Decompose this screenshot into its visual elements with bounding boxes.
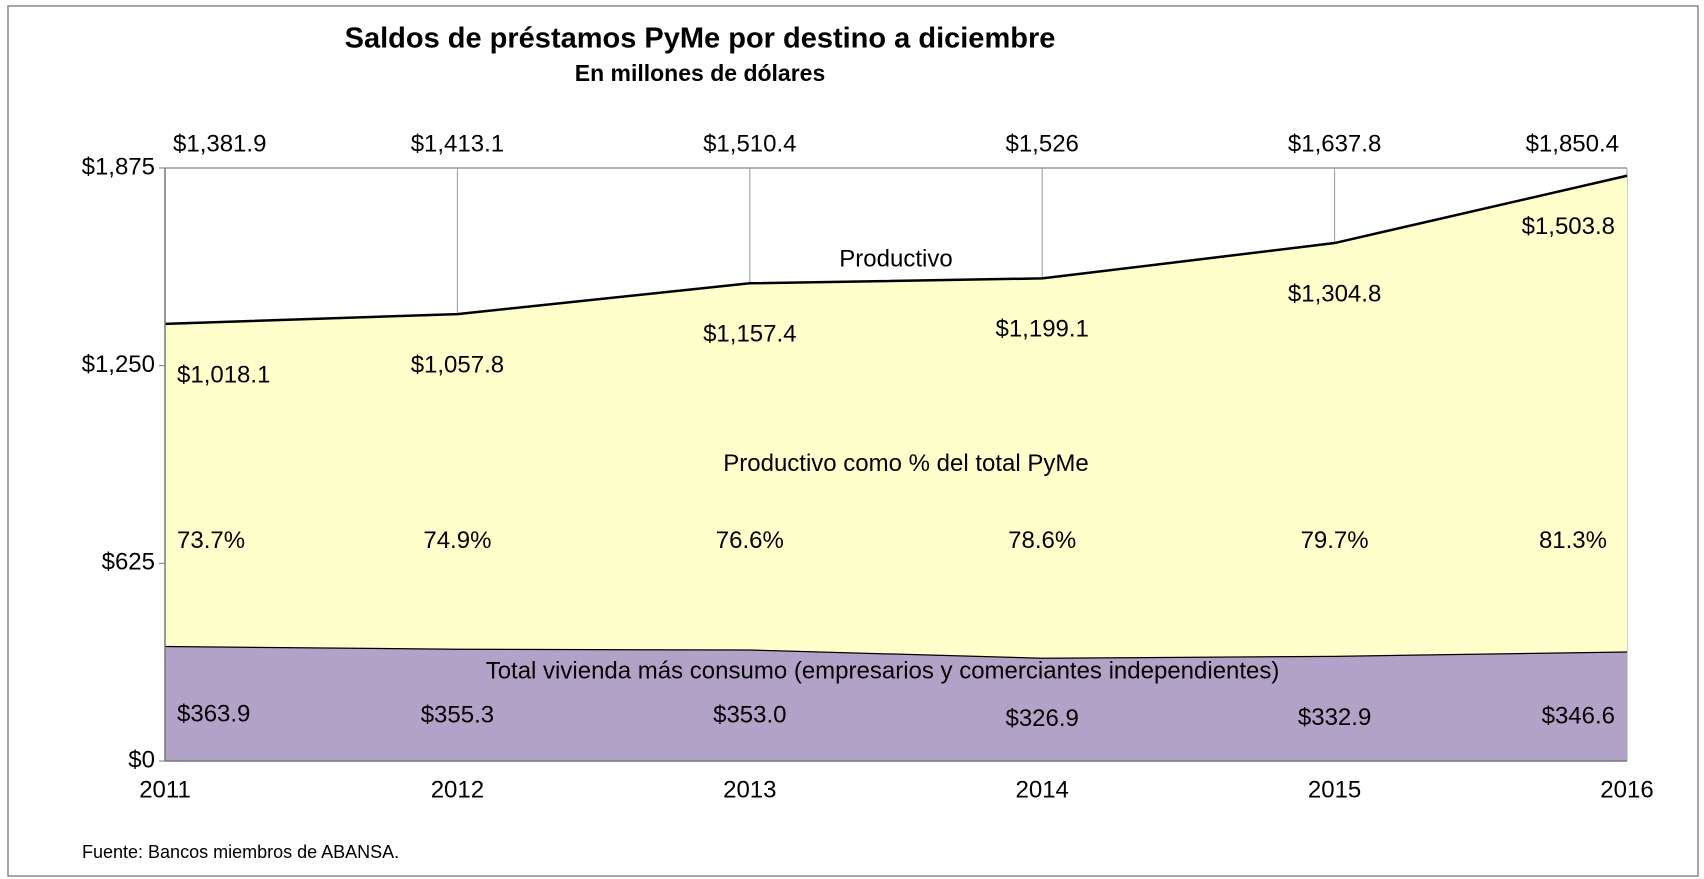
source-note: Fuente: Bancos miembros de ABANSA. <box>82 842 399 862</box>
percent-label: 79.7% <box>1301 527 1369 554</box>
x-tick-label: 2015 <box>1308 776 1361 803</box>
data-label: $1,199.1 <box>995 316 1088 343</box>
x-tick-label: 2016 <box>1600 776 1653 803</box>
total-label: $1,413.1 <box>411 130 504 157</box>
total-label: $1,526 <box>1005 130 1078 157</box>
total-label: $1,510.4 <box>703 130 796 157</box>
data-label: $332.9 <box>1298 704 1371 731</box>
chart-subtitle: En millones de dólares <box>575 60 826 86</box>
data-label: $363.9 <box>177 700 250 727</box>
series-label: Total vivienda más consumo (empresarios … <box>486 658 1280 685</box>
data-label: $1,503.8 <box>1522 213 1615 240</box>
data-label: $346.6 <box>1542 702 1615 729</box>
data-label: $1,157.4 <box>703 321 796 348</box>
data-label: $1,057.8 <box>411 351 504 378</box>
x-tick-label: 2011 <box>139 776 191 803</box>
y-tick-label: $1,875 <box>82 153 155 180</box>
percent-label: 78.6% <box>1008 527 1076 554</box>
data-label: $1,304.8 <box>1288 280 1381 307</box>
series-label: Productivo <box>839 246 952 273</box>
percent-label: 74.9% <box>423 527 491 554</box>
y-tick-label: $625 <box>102 549 155 576</box>
y-tick-label: $0 <box>128 746 155 773</box>
chart-title: Saldos de préstamos PyMe por destino a d… <box>345 23 1056 55</box>
y-tick-label: $1,250 <box>82 351 155 378</box>
percent-label: 81.3% <box>1539 527 1607 554</box>
total-label: $1,850.4 <box>1526 130 1619 157</box>
area <box>165 175 1627 658</box>
data-label: $353.0 <box>713 702 786 729</box>
x-tick-label: 2012 <box>431 776 484 803</box>
area <box>165 645 1627 761</box>
x-tick-label: 2013 <box>723 776 776 803</box>
percent-label: 73.7% <box>177 527 245 554</box>
annotation: Productivo como % del total PyMe <box>723 450 1089 477</box>
data-label: $326.9 <box>1005 705 1078 732</box>
total-label: $1,637.8 <box>1288 130 1381 157</box>
total-label: $1,381.9 <box>173 130 266 157</box>
percent-label: 76.6% <box>716 527 784 554</box>
data-label: $355.3 <box>421 701 494 728</box>
data-label: $1,018.1 <box>177 361 270 388</box>
x-tick-label: 2014 <box>1016 776 1069 803</box>
area-line <box>164 174 1628 326</box>
